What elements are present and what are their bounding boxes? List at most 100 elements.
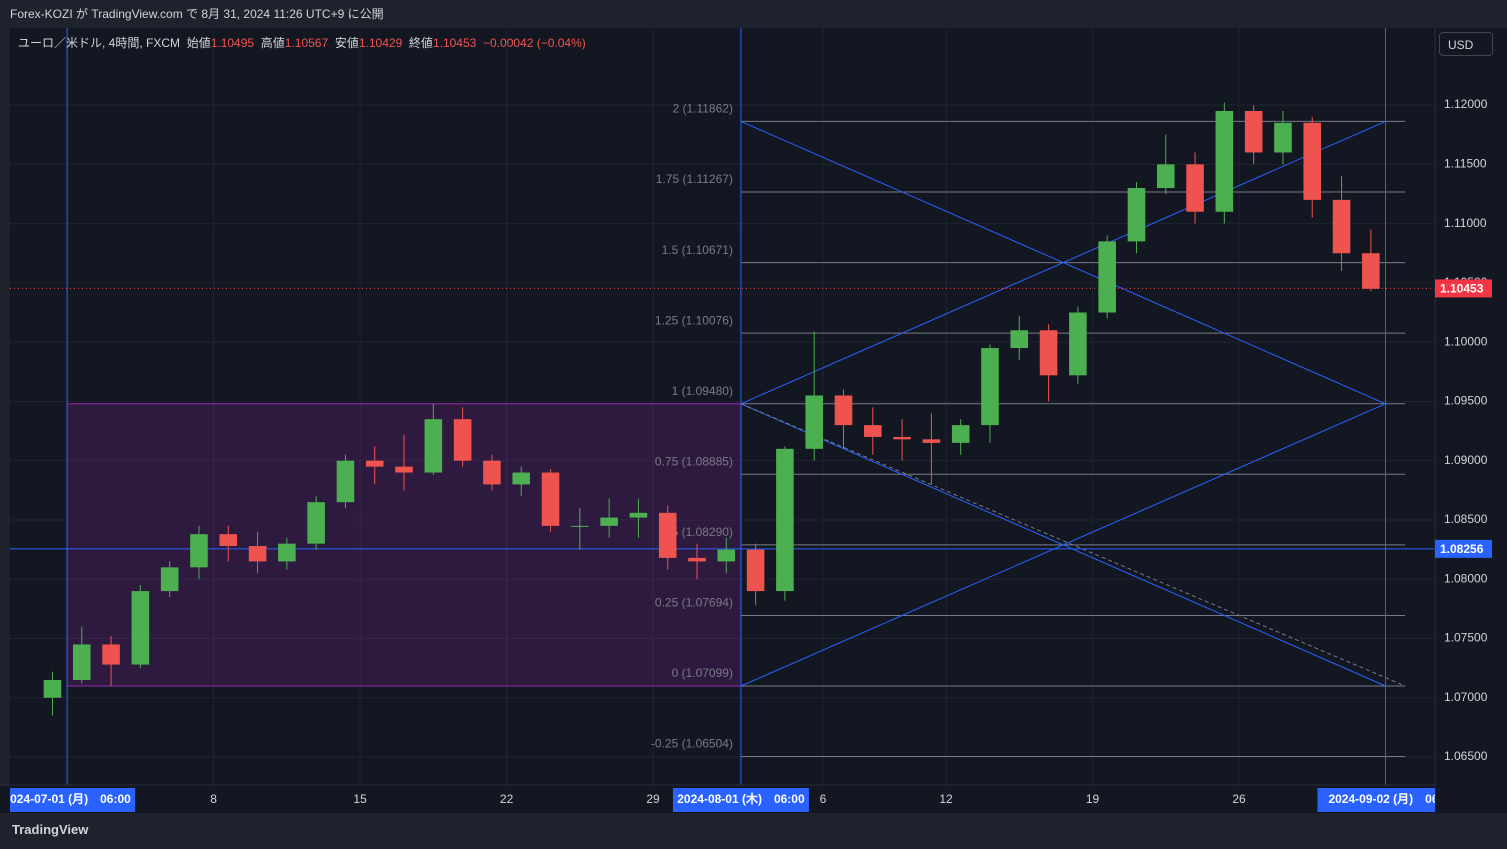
candle-body [1098, 241, 1116, 313]
value: 1.10429 [358, 36, 403, 50]
candle-body [453, 419, 472, 461]
candle-body [72, 644, 91, 680]
price-tag [1435, 539, 1492, 558]
change: −0.00042 (−0.04%) [483, 36, 586, 50]
y-tick-label: 1.08000 [1444, 571, 1488, 585]
candle-body [571, 525, 589, 527]
label: 高値 [260, 36, 285, 50]
candle-body [951, 425, 970, 443]
candle-body [834, 395, 853, 426]
footer-bg [0, 813, 1507, 849]
candle-body [805, 395, 823, 449]
candle-body [307, 502, 325, 544]
candle-body [746, 549, 765, 592]
candle-body [1039, 330, 1058, 376]
fib-label: 1.25 (1.10076) [655, 313, 733, 327]
x-tick-label: 29 [646, 792, 660, 806]
fib-label: 0.5 (1.08290) [662, 525, 733, 539]
candle-body [219, 534, 238, 547]
fib-label: 1 (1.09480) [672, 384, 733, 398]
x-tick-label: 22 [500, 792, 514, 806]
candle-body [922, 439, 941, 443]
candle-body [131, 591, 150, 665]
plot: 2 (1.11862) 1.75 (1.11267) 1.5 (1.10671) 1.… [10, 28, 1435, 785]
brand: TradingView [12, 822, 89, 837]
fib-label: 2 (1.11862) [672, 102, 733, 116]
candle-body [483, 460, 501, 485]
x-tick-label: 2024-07-01 (月) 06:00 [3, 792, 131, 806]
y-tick-label: 1.09500 [1444, 394, 1488, 408]
x-tick-label: 8 [210, 792, 217, 806]
candle-body [424, 419, 443, 473]
candle-body [776, 448, 794, 592]
gann-line [740, 403, 1386, 687]
candle-body [278, 543, 296, 562]
time-tag [672, 788, 809, 812]
candle-body [1332, 199, 1351, 254]
candle-body [512, 472, 531, 485]
y-tick-label: 1.08500 [1444, 512, 1488, 526]
candle-body [102, 644, 120, 665]
gann-line [740, 120, 1386, 405]
candle-body [160, 567, 179, 592]
fib-label: 1.75 (1.11267) [656, 172, 733, 186]
candle-body [893, 436, 911, 440]
candle-body [1186, 164, 1204, 212]
y-tick-label: 1.06500 [1444, 749, 1488, 763]
fib-label: 0.25 (1.07694) [655, 596, 733, 610]
candle-body [248, 546, 267, 562]
candle-body [1303, 122, 1322, 200]
candle-body [658, 512, 677, 558]
value: 1.10453 [432, 36, 477, 50]
candle-body [1244, 110, 1263, 153]
candle-body [1215, 110, 1234, 212]
y-tick-label: 1.10000 [1444, 334, 1488, 348]
candle-body [629, 512, 648, 518]
plot-bg [10, 28, 1435, 785]
candle-body [336, 460, 355, 503]
candle-body [1156, 164, 1175, 189]
candle-body [864, 425, 882, 437]
candle-body [1010, 330, 1029, 349]
fib-label: 1.5 (1.10671) [662, 243, 733, 257]
candle-body [717, 549, 736, 562]
currency-button[interactable]: USD [1439, 32, 1493, 56]
x-tick-label: 6 [820, 792, 827, 806]
y-tick-label: 1.11500 [1444, 156, 1487, 170]
candle-body [1362, 253, 1380, 289]
candle-body [1069, 312, 1087, 376]
candle-body [190, 534, 208, 568]
label: 安値 [334, 36, 359, 50]
fib-label: 0 (1.07099) [672, 666, 733, 680]
candle-body [1274, 122, 1292, 153]
symbol: ユーロ／米ドル, 4時間, FXCM [18, 36, 181, 50]
x-tick-label: 2024-08-01 (木) 06:00 [677, 791, 805, 806]
x-tick-label: 12 [939, 792, 953, 806]
candle-body [395, 466, 413, 473]
label: 終値 [408, 36, 433, 50]
publish-info: Forex-KOZI が TradingView.com で 8月 31, 20… [10, 7, 384, 21]
time-axis: 2024-07-01 (月) 06:00 8 15 22 29 2024-08-01 (木… [3, 788, 1435, 812]
value: 1.10567 [284, 36, 329, 50]
price-tag-label: 1.10453 [1440, 282, 1484, 296]
candle-body [600, 517, 618, 526]
y-tick-label: 1.11000 [1444, 216, 1487, 230]
fib-label: 0.75 (1.08885) [655, 454, 733, 468]
time-tag [1317, 788, 1435, 812]
x-tick-label: 15 [353, 792, 367, 806]
price-axis-bg [1435, 28, 1507, 813]
y-tick-label: 1.07000 [1444, 690, 1488, 704]
candle-body [365, 460, 384, 467]
x-tick-label: 19 [1086, 792, 1100, 806]
candle-body [541, 472, 560, 526]
value: 1.10495 [210, 36, 255, 50]
candle-body [1127, 188, 1146, 242]
candle-body [688, 557, 706, 562]
dashed-line [740, 403, 1406, 687]
y-tick-label: 1.12000 [1444, 97, 1488, 111]
price-tag-label: 1.08256 [1440, 542, 1484, 556]
candle-body [43, 679, 62, 698]
x-tick-label: 26 [1232, 792, 1246, 806]
